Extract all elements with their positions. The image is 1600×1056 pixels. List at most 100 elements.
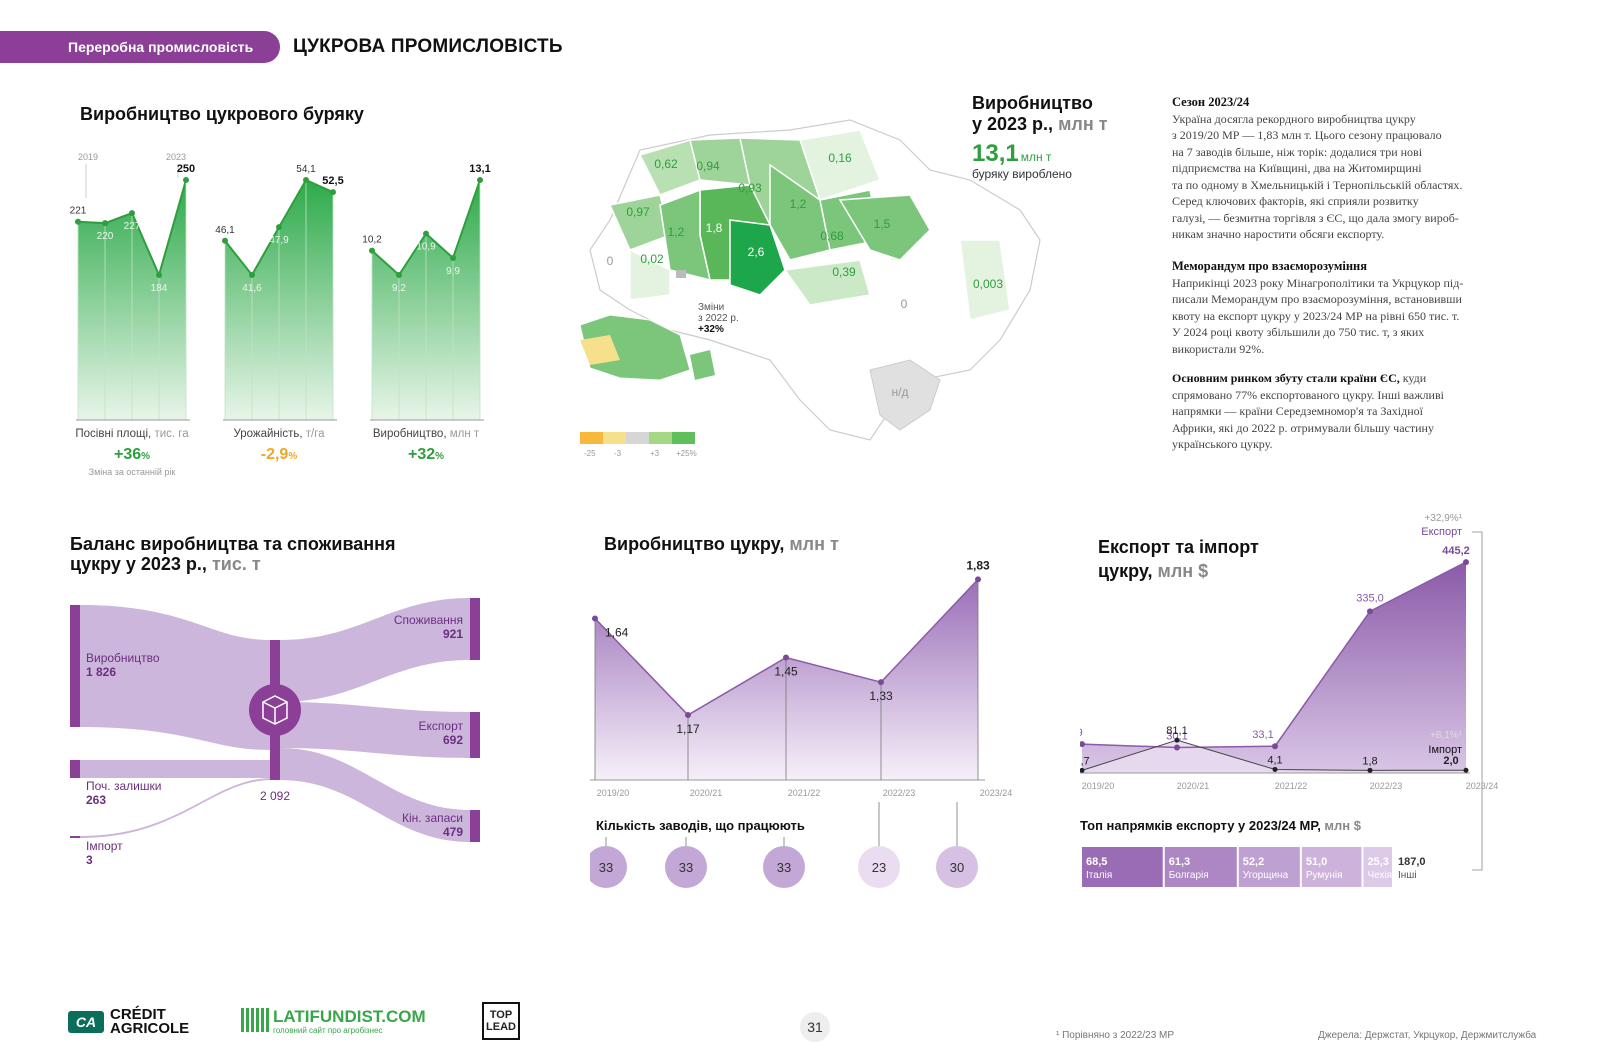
output-name: Кін. запаси: [402, 811, 463, 825]
export-value-label: 335,0: [1356, 592, 1384, 604]
input-value: 3: [86, 853, 93, 867]
inset-label-line1: Зміни: [698, 302, 724, 313]
section-label: Переробна промисловість: [0, 31, 280, 63]
beet-charts: 2019 2023 221 220 227 184 250 Посівні площі, ти…: [70, 152, 491, 477]
text-memorandum-body: Наприкінці 2023 року Мінагрополітики та …: [1172, 275, 1512, 358]
year-start-label: 2019: [78, 152, 98, 162]
sugar-point: [592, 615, 598, 622]
p2-line: квоту на експорт цукру у 2023/24 МР на р…: [1172, 308, 1460, 323]
map-region-value: 0,39: [832, 265, 856, 279]
sugar-x-label: 2021/22: [788, 788, 821, 798]
inset-label-line2: з 2022 р.: [698, 313, 739, 324]
latifundist-bars-icon: [241, 1008, 269, 1032]
export-value-label: 30,1: [1166, 731, 1187, 743]
latifundist-logo: LATIFUNDIST.COM головний сайт про агробіз…: [241, 1008, 426, 1035]
top-export-title: Топ напрямків експорту у 2023/24 МР, млн…: [1080, 818, 1362, 833]
beet-production-value-label: 9,2: [392, 283, 406, 294]
output-bar-consumption: [470, 598, 480, 660]
beet-production-point: [450, 254, 456, 261]
output-bar-stock-end: [470, 810, 480, 842]
export-change: +32,9%¹: [1424, 513, 1462, 524]
legend-swatch: [672, 432, 695, 444]
import-value-label: 2,0: [1443, 755, 1458, 767]
sugar-value-label: 1,45: [774, 665, 798, 679]
export-value-label: 445,2: [1442, 545, 1470, 557]
beet-area-value-label: 220: [97, 231, 114, 242]
beet-production-xlabel: Виробництво, млн т: [373, 428, 480, 440]
map-region-value: 1,2: [790, 197, 807, 211]
input-value: 1 826: [86, 665, 116, 679]
beet-area-point: [183, 177, 189, 183]
map-region-value: 0,16: [828, 151, 852, 165]
trade-title: Експорт та імпорт цукру, млн $: [1098, 537, 1259, 581]
inset-map-region: [580, 335, 620, 365]
plants-title: Кількість заводів, що працюють: [596, 818, 805, 833]
top-lead-logo: TOP LEAD: [482, 1002, 520, 1040]
map-crimea: [869, 359, 941, 431]
p3-line: спрямовано 77% експортованого цукру. Інш…: [1172, 387, 1444, 402]
p1-line: Серед ключових факторів, які сприяли роз…: [1172, 194, 1419, 208]
sugar-x-label: 2022/23: [883, 788, 916, 798]
import-value-label: 81,1: [1166, 725, 1187, 737]
p1-line: та по одному в Хмельницькій і Тернопільс…: [1172, 177, 1463, 192]
map-region-value: 0,68: [820, 229, 844, 243]
beet-area-xlabel: Посівні площі, тис. га: [75, 428, 189, 440]
beet-yield-value-label: 41,6: [242, 283, 262, 294]
footnote: ¹ Порівняно з 2022/23 МР: [1056, 1030, 1175, 1041]
import-series-label: Імпорт: [1428, 744, 1462, 756]
sugar-title: Виробництво цукру, млн т: [604, 534, 839, 554]
text-eu-market-first: Основним ринком збуту стали країни ЄС, к…: [1172, 371, 1427, 385]
beet-yield-point: [303, 177, 309, 183]
trade-x-label: 2021/22: [1275, 781, 1308, 791]
input-name: Поч. залишки: [86, 779, 161, 793]
map-region-value: н/д: [892, 385, 909, 399]
plants-circle: [936, 846, 978, 888]
beet-yield-point: [222, 237, 228, 244]
beet-yield-point: [249, 272, 255, 278]
map-region-value: 0,94: [696, 159, 720, 173]
p3-line: Африки, які до 2022 р. отримували більшу…: [1172, 420, 1434, 435]
output-value: 479: [443, 825, 463, 839]
plants-value: 33: [679, 860, 693, 875]
map-total-unit: млн т: [1020, 150, 1052, 164]
export-area: [1082, 562, 1466, 773]
export-point: [1367, 608, 1373, 615]
balance-title: Баланс виробництва та споживання цукру у…: [70, 534, 396, 574]
plants-circle: [665, 846, 707, 888]
map-region: [659, 188, 711, 282]
map-title-line1: Виробництво: [972, 93, 1093, 113]
output-name: Експорт: [419, 719, 464, 733]
beet-yield-change: -2,9%: [261, 446, 298, 463]
beet-area-point: [75, 218, 81, 225]
flow-export: [280, 702, 470, 758]
import-point: [1080, 767, 1085, 773]
flow-stock: [80, 760, 270, 778]
map-region: [783, 259, 871, 306]
ukraine-map: 0,62 0,94 0,16 0,93 0,97 1,2 1,8 1,2 0,68 1,5 0 0,0…: [579, 119, 1041, 458]
beet-production-value-label: 9,9: [446, 266, 460, 277]
map-region: [838, 194, 931, 261]
top-export-country: Інші: [1398, 870, 1417, 881]
top-export-value: 51,0: [1306, 856, 1327, 868]
import-change: +8,1%¹: [1430, 730, 1463, 741]
legend-swatch: [626, 432, 649, 444]
map-region: [629, 248, 671, 301]
map-region-value: 1,8: [706, 221, 723, 235]
sugar-point: [975, 576, 981, 583]
legend-label: -3: [614, 449, 622, 458]
sugar-value-label: 1,33: [869, 689, 893, 703]
top-export-country: Румунія: [1306, 870, 1343, 881]
map-region-value: 0,62: [654, 157, 678, 171]
trade-x-label: 2019/20: [1082, 781, 1115, 791]
beet-production-value-label: 13,1: [469, 163, 490, 175]
p1-line: никам значно наростити обсяги експорту.: [1172, 227, 1385, 241]
page-number: 31: [800, 1012, 830, 1042]
map-region-value: 1,2: [668, 225, 685, 239]
sugar-x-label: 2020/21: [690, 788, 723, 798]
beet-production-point: [369, 247, 375, 254]
map-region-value: 0,003: [973, 277, 1003, 291]
sugar-area: [595, 579, 978, 780]
text-eu-market: Основним ринком збуту стали країни ЄС, к…: [1172, 370, 1512, 453]
top-export-value: 68,5: [1086, 856, 1107, 868]
import-value-label: 4,1: [1267, 754, 1282, 766]
